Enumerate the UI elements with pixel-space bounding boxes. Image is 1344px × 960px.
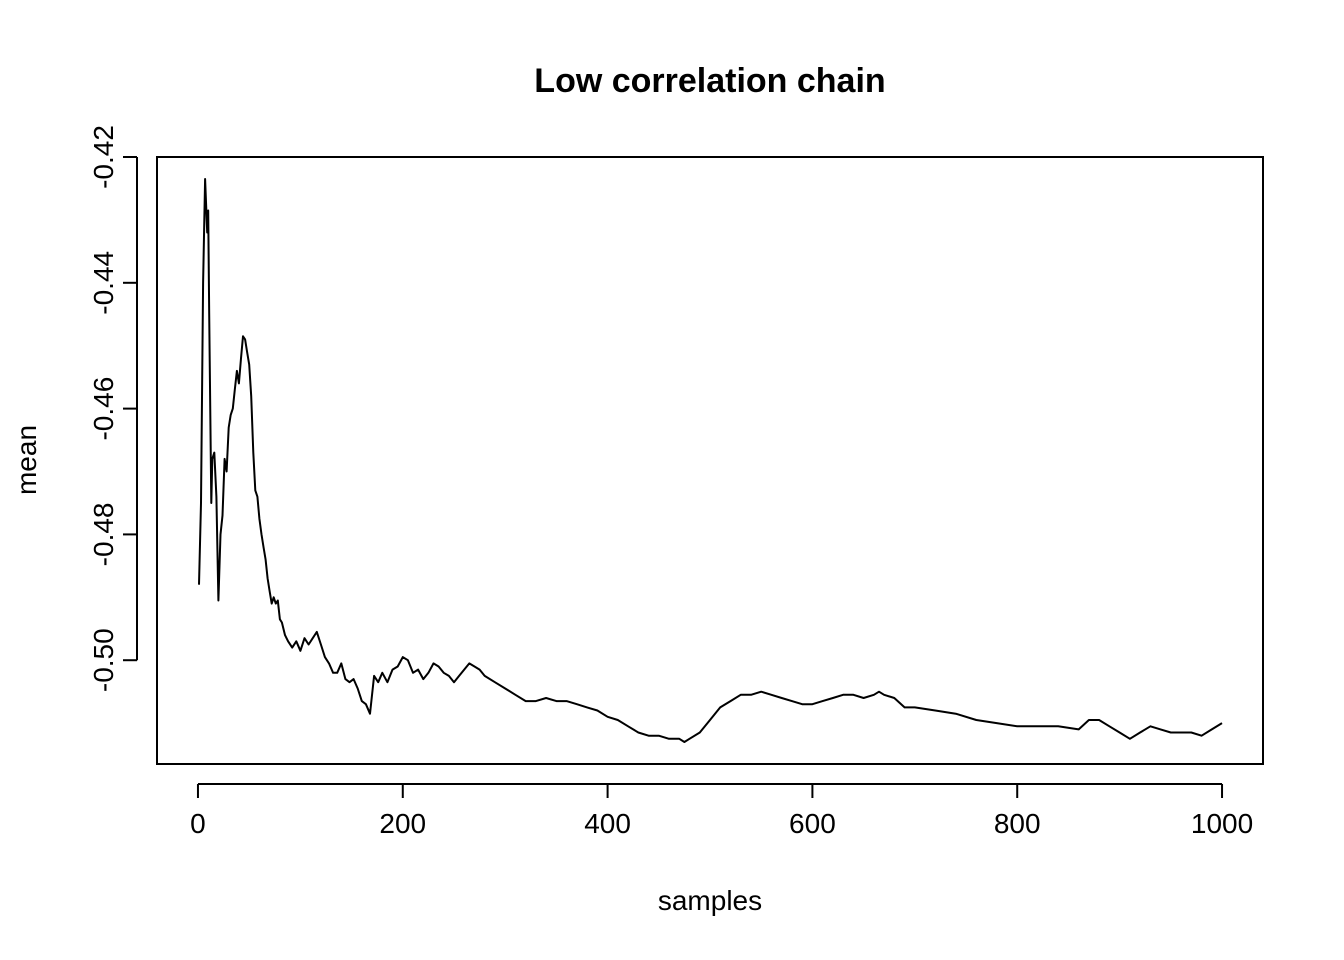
x-axis: 0 200 400 600 800 1000 <box>190 783 1253 839</box>
x-tick-label: 200 <box>379 808 426 839</box>
y-tick-label: -0.44 <box>88 251 119 315</box>
x-tick-label: 600 <box>789 808 836 839</box>
y-tick-label: -0.46 <box>88 377 119 441</box>
y-axis: -0.42 -0.44 -0.46 -0.48 -0.50 <box>88 125 138 692</box>
series-layer <box>198 178 1223 743</box>
y-tick-label: -0.42 <box>88 125 119 189</box>
x-tick-label: 800 <box>994 808 1041 839</box>
x-tick-label: 0 <box>190 808 206 839</box>
y-tick-label: -0.48 <box>88 502 119 566</box>
chart-title: Low correlation chain <box>534 62 885 100</box>
plot-frame <box>156 156 1264 765</box>
x-tick-label: 1000 <box>1191 808 1253 839</box>
y-axis-title: mean <box>11 425 42 495</box>
y-tick-label: -0.50 <box>88 628 119 692</box>
x-axis-title: samples <box>658 885 762 916</box>
x-tick-label: 400 <box>584 808 631 839</box>
series-line <box>198 178 1223 743</box>
